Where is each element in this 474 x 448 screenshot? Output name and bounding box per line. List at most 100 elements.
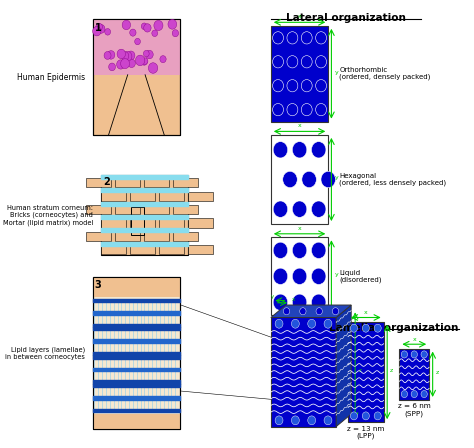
- Circle shape: [316, 80, 327, 92]
- Bar: [101, 245, 126, 254]
- Circle shape: [411, 391, 418, 398]
- Circle shape: [273, 103, 283, 116]
- Circle shape: [401, 351, 408, 358]
- Circle shape: [127, 51, 135, 60]
- Circle shape: [316, 32, 327, 44]
- Text: Lamellar organization: Lamellar organization: [329, 323, 458, 333]
- Circle shape: [311, 268, 326, 284]
- Circle shape: [128, 59, 136, 68]
- Text: Lipid layers (lamellae)
in between corneocytes: Lipid layers (lamellae) in between corne…: [5, 346, 85, 360]
- Bar: [271, 237, 328, 315]
- Circle shape: [421, 391, 428, 398]
- Text: Human Epidermis: Human Epidermis: [17, 73, 85, 82]
- Circle shape: [123, 52, 132, 61]
- Circle shape: [302, 171, 316, 188]
- Circle shape: [300, 308, 306, 315]
- Bar: [400, 349, 429, 400]
- Text: 1: 1: [95, 23, 101, 33]
- Bar: [101, 192, 126, 201]
- Circle shape: [287, 103, 298, 116]
- Circle shape: [301, 103, 312, 116]
- Circle shape: [273, 201, 288, 217]
- Bar: [144, 232, 169, 241]
- Bar: [115, 232, 140, 241]
- Polygon shape: [271, 305, 351, 318]
- Bar: [93, 277, 180, 429]
- Circle shape: [96, 23, 102, 30]
- Circle shape: [287, 32, 298, 44]
- Circle shape: [421, 351, 428, 358]
- Bar: [348, 322, 383, 422]
- Circle shape: [362, 324, 369, 332]
- Circle shape: [117, 60, 125, 69]
- Bar: [93, 277, 180, 429]
- Bar: [159, 192, 184, 201]
- Bar: [86, 205, 111, 214]
- Circle shape: [301, 56, 312, 68]
- Bar: [144, 178, 169, 188]
- Bar: [173, 232, 198, 241]
- Circle shape: [120, 59, 129, 69]
- Circle shape: [311, 242, 326, 258]
- Circle shape: [273, 56, 283, 68]
- Bar: [130, 219, 155, 228]
- Circle shape: [311, 294, 326, 310]
- Circle shape: [374, 412, 381, 420]
- Circle shape: [109, 63, 116, 71]
- Circle shape: [154, 20, 163, 30]
- Circle shape: [301, 32, 312, 44]
- Bar: [144, 205, 169, 214]
- Text: z: z: [390, 368, 393, 373]
- Bar: [115, 178, 140, 188]
- Circle shape: [311, 142, 326, 158]
- Circle shape: [401, 391, 408, 398]
- Circle shape: [308, 416, 316, 425]
- Circle shape: [273, 268, 288, 284]
- Bar: [159, 219, 184, 228]
- Text: y: y: [335, 70, 338, 75]
- Bar: [115, 205, 140, 214]
- Circle shape: [273, 242, 288, 258]
- Circle shape: [316, 308, 322, 315]
- Circle shape: [292, 268, 307, 284]
- Circle shape: [292, 294, 307, 310]
- Circle shape: [287, 56, 298, 68]
- Circle shape: [301, 80, 312, 92]
- Circle shape: [136, 55, 145, 66]
- Circle shape: [292, 201, 307, 217]
- Circle shape: [275, 416, 283, 425]
- Circle shape: [142, 58, 148, 65]
- Circle shape: [316, 56, 327, 68]
- Circle shape: [283, 171, 297, 188]
- Bar: [159, 245, 184, 254]
- Polygon shape: [336, 305, 351, 426]
- Circle shape: [104, 52, 111, 60]
- Text: x: x: [292, 297, 295, 302]
- Bar: [131, 207, 144, 235]
- Bar: [86, 232, 111, 241]
- Circle shape: [135, 39, 140, 45]
- Circle shape: [141, 58, 147, 65]
- Circle shape: [144, 24, 151, 32]
- Circle shape: [411, 351, 418, 358]
- Circle shape: [168, 19, 177, 29]
- Circle shape: [172, 30, 179, 37]
- Circle shape: [146, 50, 153, 59]
- Circle shape: [308, 319, 316, 328]
- Bar: [188, 192, 213, 201]
- Circle shape: [107, 51, 115, 59]
- Text: z = 6 nm
(SPP): z = 6 nm (SPP): [398, 404, 431, 417]
- Text: 2: 2: [103, 177, 109, 187]
- Bar: [173, 178, 198, 188]
- Circle shape: [311, 201, 326, 217]
- Circle shape: [287, 80, 298, 92]
- Circle shape: [350, 324, 357, 332]
- Text: y: y: [335, 272, 338, 277]
- Circle shape: [292, 242, 307, 258]
- Circle shape: [117, 49, 126, 59]
- Circle shape: [141, 23, 147, 30]
- Text: z: z: [358, 368, 361, 373]
- Circle shape: [130, 29, 136, 36]
- Circle shape: [273, 32, 283, 44]
- Circle shape: [324, 319, 332, 328]
